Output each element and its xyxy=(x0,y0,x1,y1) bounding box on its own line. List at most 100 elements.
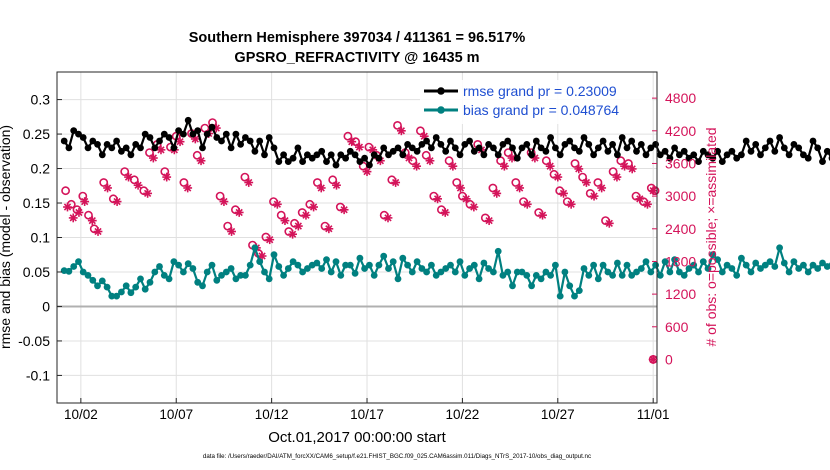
bias-point xyxy=(704,265,712,272)
bias-point xyxy=(623,261,631,269)
bias-point xyxy=(103,283,111,291)
bias-point xyxy=(265,275,273,283)
bias-point xyxy=(156,263,163,270)
data-file-footer: data file: /Users/raeder/DAI/ATM_forcXX/… xyxy=(203,453,591,460)
asterisk-stroke xyxy=(309,203,318,211)
left-y-tick-label: 0.3 xyxy=(31,92,51,108)
assimilated-obs-marker xyxy=(244,178,254,187)
rmse-point xyxy=(308,154,316,162)
possible-obs-marker xyxy=(84,210,93,220)
possible-obs-marker xyxy=(541,156,551,166)
bias-point xyxy=(604,268,612,276)
bias-point xyxy=(795,265,803,272)
rmse-point xyxy=(342,154,349,162)
bias-point xyxy=(666,268,674,276)
rmse-point xyxy=(709,154,717,162)
rmse-point xyxy=(642,151,650,159)
bias-point xyxy=(447,261,454,269)
assimilated-obs-marker xyxy=(354,142,364,152)
bias-point xyxy=(585,272,593,279)
bias-point xyxy=(180,268,187,276)
bias-point xyxy=(428,261,435,269)
rmse-point xyxy=(723,151,731,159)
asterisk-stroke xyxy=(456,184,465,192)
asterisk-stroke xyxy=(235,208,243,217)
rmse-point xyxy=(814,144,822,152)
bias-point xyxy=(113,292,120,300)
left-y-tick-label: 0 xyxy=(42,298,50,314)
asterisk-stroke xyxy=(281,216,289,225)
rmse-point xyxy=(108,144,116,152)
rmse-point xyxy=(742,137,750,145)
asterisk-stroke xyxy=(266,236,274,244)
rmse-point xyxy=(504,137,512,145)
possible-obs-marker xyxy=(452,178,462,187)
bias-point xyxy=(647,268,655,276)
rmse-point xyxy=(199,144,206,152)
possible-obs-marker xyxy=(276,210,286,220)
assimilated-obs-marker xyxy=(68,213,78,223)
bias-point xyxy=(127,289,135,297)
assimilated-obs-marker xyxy=(175,137,185,147)
bias-point xyxy=(633,268,640,276)
asterisk-stroke xyxy=(273,200,281,208)
bias-point xyxy=(561,268,569,276)
asterisk-stroke xyxy=(605,219,613,227)
rmse-point xyxy=(614,151,621,159)
asterisk-stroke xyxy=(143,189,152,198)
rmse-point xyxy=(137,144,144,152)
asterisk-stroke xyxy=(433,195,442,203)
assimilated-obs-marker xyxy=(597,183,607,193)
asterisk-stroke xyxy=(332,181,341,189)
possible-obs-marker xyxy=(192,150,202,160)
bias-point xyxy=(575,287,583,294)
asterisk-stroke xyxy=(75,208,83,217)
assimilated-obs-marker xyxy=(589,191,599,201)
bias-point xyxy=(203,268,211,276)
rmse-point xyxy=(103,141,111,148)
rmse-point xyxy=(447,137,454,145)
asterisk-stroke xyxy=(397,127,406,135)
bias-point xyxy=(261,268,268,276)
possible-obs-marker xyxy=(240,172,250,182)
possible-obs-marker xyxy=(511,178,521,187)
rmse-point xyxy=(714,147,721,155)
bias-point xyxy=(718,268,726,276)
bias-point xyxy=(284,265,292,272)
rmse-point xyxy=(408,144,416,152)
rmse-point xyxy=(470,147,478,155)
rmse-point xyxy=(313,151,321,159)
bias-point xyxy=(742,261,750,269)
bias-point xyxy=(108,292,116,300)
rmse-point xyxy=(542,147,550,155)
asterisk-stroke xyxy=(485,216,493,225)
rmse-point xyxy=(804,154,812,162)
rmse-point xyxy=(60,137,68,145)
rmse-point xyxy=(728,147,736,155)
bias-point xyxy=(137,275,144,283)
right-y-tick-label: 4800 xyxy=(665,90,696,106)
rmse-point xyxy=(270,144,278,152)
bias-point xyxy=(785,268,793,276)
bias-point xyxy=(275,263,283,270)
rmse-point xyxy=(475,144,483,152)
assimilated-obs-marker xyxy=(288,229,298,239)
bias-point xyxy=(776,244,783,252)
asterisk-stroke xyxy=(369,146,377,154)
bias-point xyxy=(823,263,830,270)
asterisk-stroke xyxy=(538,211,547,219)
asterisk-stroke xyxy=(449,162,457,170)
possible-obs-marker xyxy=(179,178,189,187)
rmse-point xyxy=(118,147,125,155)
rmse-point xyxy=(718,158,726,166)
bias-point xyxy=(652,261,659,269)
rmse-point xyxy=(84,144,92,152)
x-axis-ticks: 10/02 10/07 10/12 10/17 10/22 10/27 11/01 xyxy=(64,398,670,422)
x-tick-label: 10/17 xyxy=(350,407,384,422)
rmse-point xyxy=(122,144,130,152)
assimilated-obs-marker xyxy=(391,178,401,187)
rmse-point xyxy=(499,141,507,148)
bias-point xyxy=(418,265,426,272)
assimilated-obs-marker xyxy=(433,194,443,204)
bias-point xyxy=(213,276,221,284)
